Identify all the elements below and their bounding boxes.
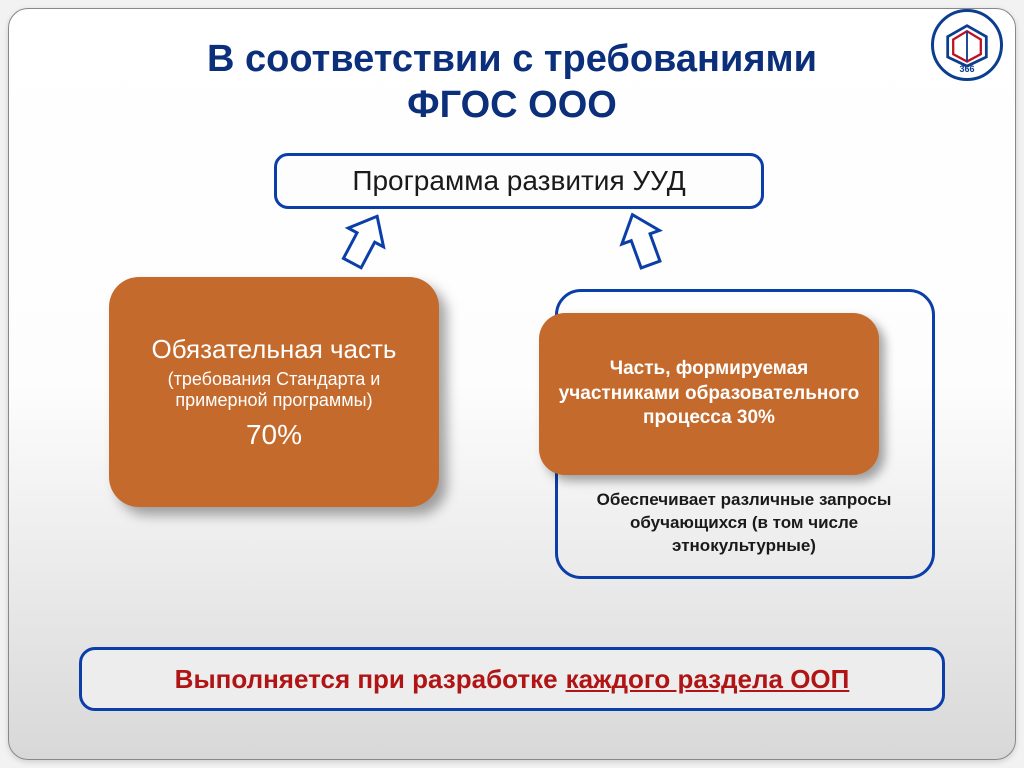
left-box-subtitle: (требования Стандарта и примерной програ… (129, 369, 419, 411)
right-orange-box: Часть, формируемая участниками образоват… (539, 313, 879, 475)
left-box-percent: 70% (129, 419, 419, 451)
program-box: Программа развития УУД (274, 153, 764, 209)
slide-title: В соответствии с требованиями ФГОС ООО (9, 37, 1015, 128)
slide-frame: 366 В соответствии с требованиями ФГОС О… (8, 8, 1016, 760)
title-line2: ФГОС ООО (407, 84, 617, 126)
logo-number: 366 (959, 64, 974, 74)
program-box-text: Программа развития УУД (352, 165, 685, 197)
left-mandatory-box: Обязательная часть (требования Стандарта… (109, 277, 439, 507)
arrow-left (328, 203, 400, 279)
footer-prefix: Выполняется при разработке (175, 664, 558, 695)
arrow-right (608, 204, 676, 277)
logo-badge: 366 (931, 9, 1003, 81)
right-bottom-text: Обеспечивает различные запросы обучающих… (569, 489, 919, 558)
title-line1: В соответствии с требованиями (207, 38, 817, 80)
logo-icon (944, 22, 990, 68)
footer-underlined: каждого раздела ООП (566, 664, 850, 695)
right-orange-text: Часть, формируемая участниками образоват… (555, 357, 863, 431)
left-box-title: Обязательная часть (129, 333, 419, 366)
footer-box: Выполняется при разработке каждого разде… (79, 647, 945, 711)
